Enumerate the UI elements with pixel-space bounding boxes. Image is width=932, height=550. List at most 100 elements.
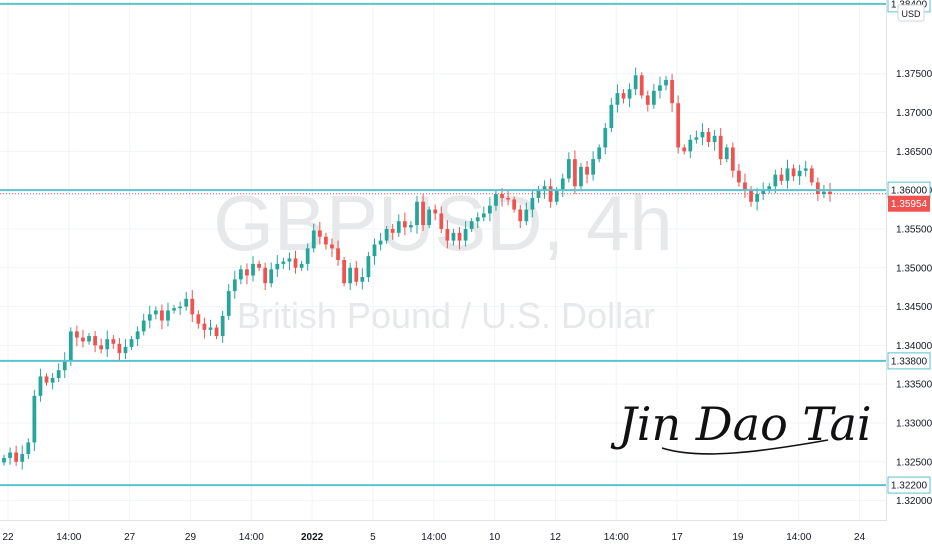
candle[interactable]	[585, 160, 589, 184]
candle[interactable]	[737, 163, 741, 187]
candle[interactable]	[208, 319, 213, 336]
candle[interactable]	[117, 337, 122, 362]
candle[interactable]	[68, 327, 73, 366]
candle[interactable]	[791, 164, 796, 182]
candle[interactable]	[38, 368, 43, 402]
candle[interactable]	[245, 263, 249, 285]
candle[interactable]	[275, 255, 280, 278]
candle[interactable]	[14, 445, 19, 466]
candle[interactable]	[257, 260, 261, 271]
candle[interactable]	[506, 190, 510, 206]
candle[interactable]	[439, 206, 444, 233]
candle[interactable]	[481, 206, 486, 222]
candle[interactable]	[785, 159, 790, 189]
candle[interactable]	[166, 302, 170, 327]
candle[interactable]	[828, 183, 832, 202]
candle[interactable]	[797, 164, 802, 185]
candle[interactable]	[287, 252, 292, 271]
candle[interactable]	[724, 144, 729, 163]
candle[interactable]	[226, 284, 231, 320]
candle[interactable]	[214, 324, 219, 340]
candle[interactable]	[755, 188, 760, 211]
candle[interactable]	[251, 256, 255, 282]
currency-button[interactable]: USD	[897, 4, 925, 22]
candle[interactable]	[348, 262, 353, 291]
candle[interactable]	[767, 183, 772, 194]
candle[interactable]	[293, 250, 298, 274]
candle[interactable]	[342, 256, 347, 287]
candle[interactable]	[178, 301, 183, 315]
candle[interactable]	[105, 330, 110, 358]
candle[interactable]	[427, 206, 432, 229]
candle[interactable]	[147, 305, 152, 329]
candle[interactable]	[579, 162, 583, 192]
candle[interactable]	[700, 123, 705, 146]
candle[interactable]	[50, 373, 55, 390]
candle[interactable]	[822, 184, 826, 199]
candle[interactable]	[815, 177, 820, 201]
candlestick-series[interactable]	[2, 67, 832, 470]
horizontal-levels[interactable]	[0, 2, 886, 487]
candle[interactable]	[220, 310, 225, 343]
candle[interactable]	[232, 270, 237, 299]
candle[interactable]	[305, 243, 310, 271]
candle[interactable]	[360, 268, 365, 290]
candle[interactable]	[518, 204, 523, 229]
candle[interactable]	[135, 326, 140, 346]
candle[interactable]	[573, 150, 577, 195]
candle[interactable]	[633, 67, 638, 96]
candle[interactable]	[761, 182, 766, 200]
candle[interactable]	[621, 89, 626, 104]
candle[interactable]	[378, 232, 383, 251]
candle[interactable]	[32, 389, 37, 452]
candle[interactable]	[615, 84, 620, 113]
candle[interactable]	[597, 144, 602, 163]
candle[interactable]	[336, 240, 340, 266]
candle[interactable]	[74, 325, 79, 347]
candle[interactable]	[190, 290, 195, 323]
candle[interactable]	[664, 75, 668, 91]
candle[interactable]	[384, 225, 389, 244]
candle[interactable]	[682, 144, 687, 155]
candle[interactable]	[311, 223, 316, 253]
candle[interactable]	[111, 335, 116, 349]
candle[interactable]	[202, 317, 207, 339]
candle[interactable]	[8, 447, 12, 465]
candle[interactable]	[500, 188, 504, 207]
candle[interactable]	[129, 336, 134, 351]
candle[interactable]	[548, 178, 553, 208]
candle[interactable]	[330, 238, 334, 258]
candle[interactable]	[591, 151, 596, 181]
candle[interactable]	[560, 173, 565, 197]
candle[interactable]	[324, 232, 328, 250]
candle[interactable]	[530, 189, 535, 218]
candle[interactable]	[26, 438, 31, 459]
candle[interactable]	[512, 196, 517, 213]
candle[interactable]	[196, 310, 201, 329]
candle[interactable]	[609, 97, 614, 133]
candle[interactable]	[451, 228, 456, 246]
candle[interactable]	[566, 152, 571, 183]
candle[interactable]	[99, 338, 104, 354]
candle[interactable]	[141, 313, 146, 336]
candle[interactable]	[670, 74, 674, 112]
candle[interactable]	[433, 204, 438, 221]
candle[interactable]	[238, 265, 243, 285]
candle[interactable]	[269, 262, 274, 288]
candle[interactable]	[396, 214, 401, 237]
candle[interactable]	[603, 123, 608, 155]
candle[interactable]	[712, 129, 717, 151]
candle[interactable]	[639, 72, 644, 99]
candle[interactable]	[2, 454, 6, 466]
candle[interactable]	[372, 238, 377, 265]
candle[interactable]	[475, 212, 480, 229]
candle[interactable]	[354, 260, 359, 286]
candle[interactable]	[299, 260, 304, 271]
candle[interactable]	[409, 221, 413, 233]
candle[interactable]	[184, 291, 189, 311]
candle[interactable]	[457, 226, 462, 250]
candle[interactable]	[536, 186, 541, 203]
candle[interactable]	[676, 95, 681, 154]
candle[interactable]	[366, 252, 371, 283]
